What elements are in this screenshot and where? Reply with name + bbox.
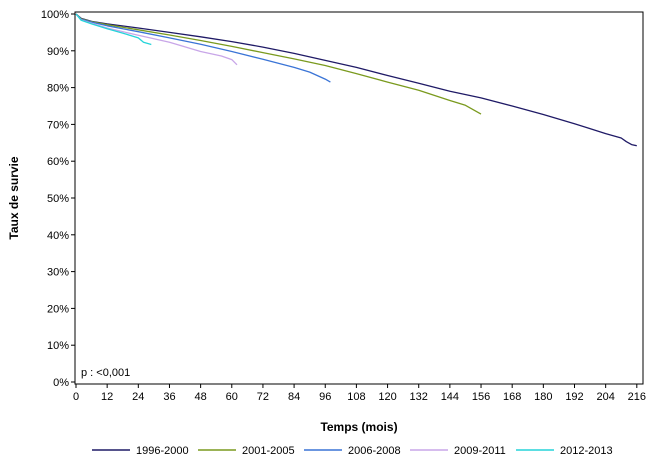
legend-label: 2012-2013 — [560, 445, 613, 457]
legend-label: 1996-2000 — [136, 445, 189, 457]
series-line-1996-2000 — [75, 13, 637, 147]
y-tick-label: 90% — [47, 46, 69, 58]
x-tick-label: 204 — [596, 391, 614, 403]
x-tick-label: 156 — [472, 391, 490, 403]
x-tick-label: 72 — [257, 391, 269, 403]
p-value-annotation: p : <0,001 — [81, 367, 130, 379]
y-tick-label: 70% — [47, 119, 69, 131]
y-tick-label: 0% — [53, 377, 69, 389]
x-tick-label: 96 — [319, 391, 331, 403]
x-tick-label: 24 — [132, 391, 144, 403]
x-tick-label: 144 — [441, 391, 459, 403]
x-tick-label: 12 — [101, 391, 113, 403]
x-tick-label: 120 — [378, 391, 396, 403]
x-tick-label: 168 — [503, 391, 521, 403]
x-axis-title: Temps (mois) — [320, 420, 397, 434]
legend-label: 2001-2005 — [242, 445, 295, 457]
y-tick-label: 40% — [47, 230, 69, 242]
legend: 1996-2000 2001-2005 2006-2008 2009-2011 2012… — [92, 445, 613, 457]
y-tick-label: 100% — [41, 9, 69, 21]
legend-label: 2006-2008 — [348, 445, 401, 457]
x-tick-label: 48 — [194, 391, 206, 403]
y-tick-label: 30% — [47, 267, 69, 279]
x-axis: 0 12 24 36 48 60 72 84 96 108 120 132 144 156 168 180 19… — [73, 384, 646, 403]
y-axis: 0% 10% 20% 30% 40% 50% 60% 70% 80% 90% 100% — [41, 9, 75, 389]
series-layer — [75, 13, 637, 147]
x-tick-label: 132 — [410, 391, 428, 403]
x-tick-label: 60 — [226, 391, 238, 403]
x-tick-label: 36 — [163, 391, 175, 403]
x-tick-label: 84 — [288, 391, 300, 403]
y-tick-label: 10% — [47, 340, 69, 352]
y-axis-title: Taux de survie — [7, 156, 21, 239]
series-line-2009-2011 — [75, 13, 238, 66]
series-line-2001-2005 — [75, 13, 482, 115]
series-line-2012-2013 — [75, 13, 152, 46]
x-tick-label: 216 — [628, 391, 646, 403]
legend-label: 2009-2011 — [454, 445, 506, 457]
x-tick-label: 192 — [565, 391, 583, 403]
x-tick-label: 180 — [534, 391, 552, 403]
y-tick-label: 50% — [47, 193, 69, 205]
y-tick-label: 20% — [47, 303, 69, 315]
x-tick-label: 0 — [73, 391, 79, 403]
series-line-2006-2008 — [75, 13, 331, 83]
y-tick-label: 80% — [47, 83, 69, 95]
x-tick-label: 108 — [347, 391, 365, 403]
y-tick-label: 60% — [47, 156, 69, 168]
